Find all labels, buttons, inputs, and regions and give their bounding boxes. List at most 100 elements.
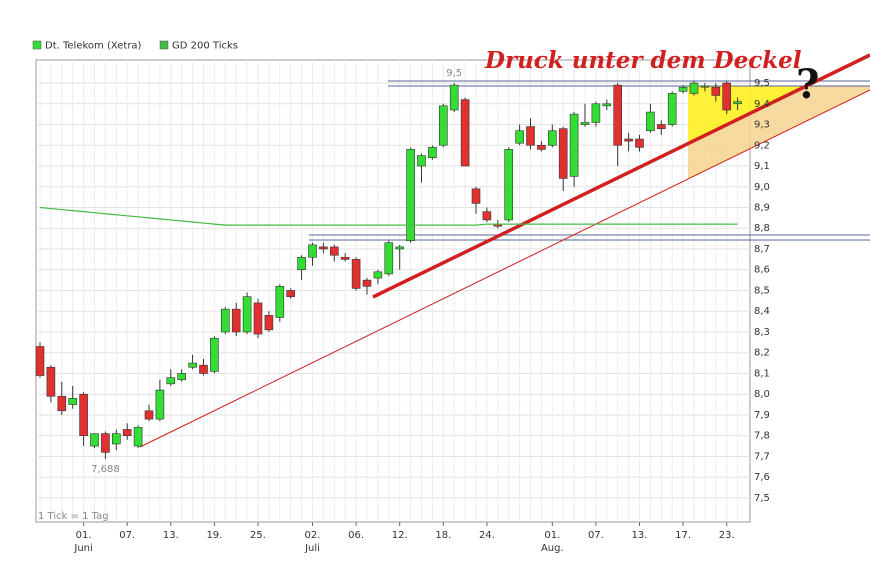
x-tick-label: 25.	[250, 530, 266, 541]
candle-body	[646, 111, 655, 132]
legend-swatch	[32, 40, 42, 50]
candle-body	[351, 259, 361, 289]
candle-body	[395, 246, 405, 250]
candle-body	[57, 395, 67, 412]
x-tick-label: 18.	[435, 530, 451, 541]
y-tick-label: 8,5	[754, 285, 770, 296]
candle-body	[155, 389, 165, 420]
candle-body	[144, 410, 154, 420]
candle-body	[199, 364, 208, 374]
x-tick-label: 12.	[392, 530, 408, 541]
trend-line	[139, 89, 870, 448]
candle-body	[319, 246, 328, 250]
note: 1 Tick = 1 Tag	[38, 511, 109, 522]
x-tick-label: 13.	[632, 530, 648, 541]
y-tick-label: 7,6	[754, 472, 770, 483]
candle-body	[537, 144, 546, 150]
y-tick-label: 8,1	[754, 368, 770, 379]
candle-body	[504, 149, 514, 221]
y-tick-label: 9,4	[754, 99, 770, 110]
candle-body	[166, 377, 176, 385]
candle-body	[362, 279, 372, 287]
candle-body	[602, 103, 612, 107]
wedge	[688, 86, 870, 179]
candle-body	[613, 84, 623, 146]
candle-body	[188, 362, 197, 368]
candle-body	[264, 315, 274, 331]
y-tick-label: 8,4	[754, 306, 770, 317]
legend-label: GD 200 Ticks	[172, 41, 238, 52]
candle-body	[133, 427, 143, 447]
y-tick-label: 9,2	[754, 140, 770, 151]
candle-body	[177, 373, 186, 380]
candle-body	[711, 86, 721, 96]
candle-body	[656, 124, 666, 129]
trend-line	[372, 53, 870, 299]
y-tick-label: 7,7	[754, 451, 770, 462]
candle-body	[297, 256, 306, 271]
candle-body	[471, 188, 481, 204]
candle-body	[667, 93, 677, 125]
y-tick-label: 8,7	[754, 244, 770, 255]
candle-body	[340, 256, 350, 260]
candle-body	[210, 337, 219, 372]
candle-body	[526, 126, 535, 146]
candle-body	[231, 308, 241, 333]
candle-body	[221, 308, 230, 333]
candle-body	[438, 105, 448, 146]
candle-body	[46, 366, 56, 397]
y-tick-label: 8,9	[754, 202, 770, 213]
legend-label: Dt. Telekom (Xetra)	[45, 41, 142, 52]
candle-body	[624, 138, 633, 142]
y-tick-label: 8,2	[754, 348, 770, 359]
legend-swatch	[159, 40, 169, 50]
candle-body	[308, 244, 317, 258]
candle-body	[700, 85, 710, 88]
candle-body	[122, 429, 132, 436]
candle-body	[428, 147, 437, 159]
candle-body	[242, 296, 252, 333]
candle-body	[482, 211, 492, 221]
month-label: Juni	[73, 543, 92, 554]
extreme-label: 9,5	[446, 68, 462, 79]
month-label: Juli	[304, 543, 320, 554]
x-tick-label: 23.	[719, 530, 735, 541]
y-tick-label: 7,9	[754, 410, 770, 421]
candle-body	[275, 286, 285, 318]
y-tick-label: 9,5	[754, 78, 770, 89]
candle-body	[515, 130, 524, 144]
moving-average	[39, 206, 738, 226]
x-tick-label: 01.	[76, 530, 92, 541]
candle-body	[569, 113, 579, 177]
y-tick-label: 9,1	[754, 161, 770, 172]
candle-body	[112, 433, 121, 445]
extreme-label: 7,688	[91, 464, 120, 475]
candle-body	[635, 138, 644, 148]
y-tick-label: 7,5	[754, 493, 770, 504]
candle-body	[689, 82, 699, 94]
candle-body	[722, 82, 732, 111]
y-tick-label: 9,0	[754, 182, 770, 193]
candle-body	[733, 101, 742, 105]
y-tick-label: 8,3	[754, 327, 770, 338]
y-tick-label: 9,3	[754, 120, 770, 131]
candle-body	[90, 433, 99, 447]
candle-body	[678, 86, 688, 92]
x-tick-label: 13.	[163, 530, 179, 541]
candle-body	[373, 271, 383, 279]
candle-body	[558, 128, 568, 179]
candle-body	[547, 130, 557, 146]
plot-area	[35, 59, 751, 523]
candle-body	[384, 242, 394, 275]
x-tick-label: 07.	[588, 530, 604, 541]
x-tick-label: 07.	[119, 530, 135, 541]
candle-body	[286, 290, 296, 298]
question-mark: ?	[796, 61, 819, 108]
x-tick-label: 01.	[544, 530, 560, 541]
candle-body	[253, 302, 263, 335]
month-label: Aug.	[541, 543, 564, 554]
candle-body	[449, 84, 459, 111]
y-tick-label: 8,0	[754, 389, 770, 400]
candle-body	[580, 122, 590, 125]
